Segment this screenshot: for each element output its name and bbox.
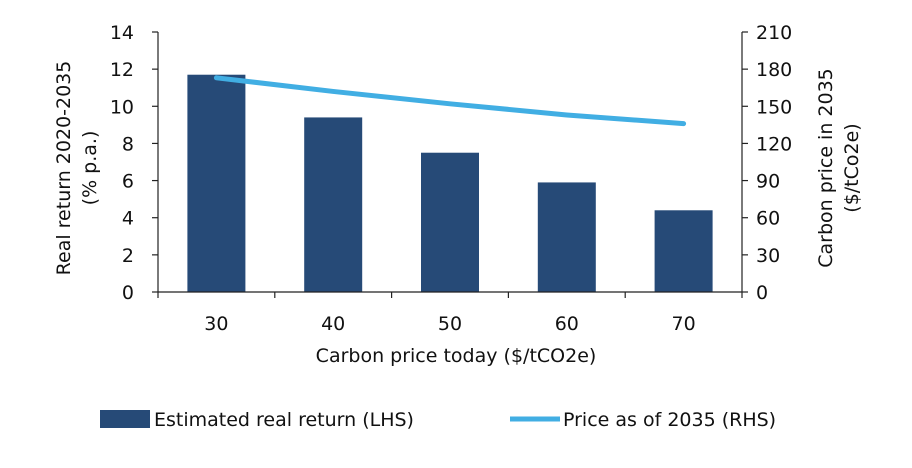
bar-series (187, 74, 713, 292)
left-tick-label: 2 (122, 245, 134, 267)
left-axis-ticks: 0 2 4 6 8 10 12 14 (110, 22, 158, 304)
price-line (213, 75, 687, 127)
bar-50 (421, 152, 479, 292)
legend-bar-label: Estimated real return (LHS) (154, 409, 414, 431)
y-axis-title-line2: (% p.a.) (79, 131, 101, 206)
line-series (213, 75, 687, 127)
y2-axis-title-line2: ($/tCo2e) (841, 123, 863, 212)
x-tick-label: 50 (438, 313, 462, 335)
left-tick-label: 4 (122, 208, 134, 230)
x-tick-label: 60 (555, 313, 579, 335)
axes (157, 32, 743, 293)
legend-line-label: Price as of 2035 (RHS) (563, 409, 776, 431)
x-axis-title: Carbon price today ($/tCO2e) (316, 345, 597, 367)
y-axis-title-line1: Real return 2020-2035 (53, 61, 75, 276)
right-tick-label: 180 (756, 59, 792, 81)
right-tick-label: 90 (756, 171, 780, 193)
right-axis-ticks: 0 30 60 90 120 150 180 210 (742, 22, 792, 304)
left-tick-label: 10 (110, 96, 134, 118)
x-tick-label: 40 (321, 313, 345, 335)
x-tick-label: 30 (204, 313, 228, 335)
bar-30 (187, 74, 246, 292)
bar-40 (304, 117, 363, 292)
legend-bar-swatch (100, 410, 150, 428)
right-tick-label: 210 (756, 22, 792, 44)
bar-70 (654, 210, 713, 292)
legend: Estimated real return (LHS) Price as of … (100, 409, 776, 431)
right-tick-label: 120 (756, 133, 792, 155)
right-tick-label: 30 (756, 245, 780, 267)
y2-axis-title-line1: Carbon price in 2035 (815, 68, 837, 268)
right-tick-label: 60 (756, 208, 780, 230)
right-tick-label: 0 (756, 282, 768, 304)
bar-60 (537, 182, 596, 292)
right-tick-label: 150 (756, 96, 792, 118)
x-axis-ticks: 30 40 50 60 70 (157, 292, 743, 335)
left-tick-label: 0 (122, 282, 134, 304)
left-tick-label: 14 (110, 22, 134, 44)
x-tick-label: 70 (672, 313, 696, 335)
left-tick-label: 8 (122, 133, 134, 155)
left-tick-label: 12 (110, 59, 134, 81)
left-tick-label: 6 (122, 171, 134, 193)
